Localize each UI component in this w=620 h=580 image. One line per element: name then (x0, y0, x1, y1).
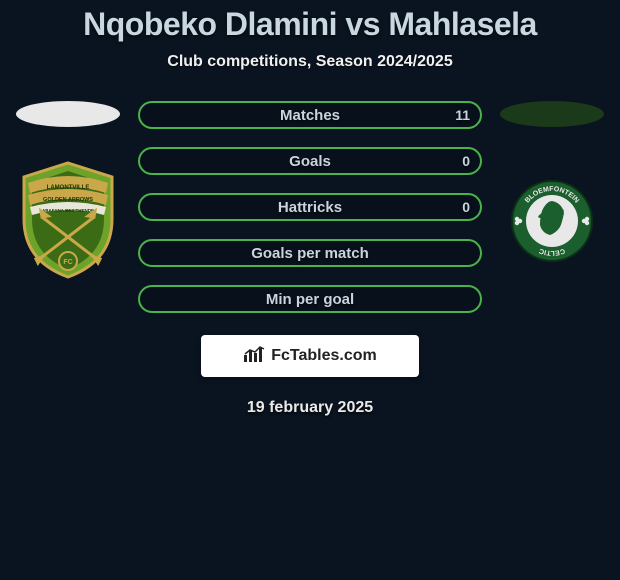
golden-arrows-icon: LAMONTVILLE GOLDEN ARROWS ABAFANA BES'TH… (18, 161, 118, 279)
stat-row-hattricks: Hattricks 0 (138, 193, 482, 221)
stat-label: Min per goal (266, 291, 354, 308)
stat-row-min-per-goal: Min per goal (138, 285, 482, 313)
stat-label: Hattricks (278, 199, 342, 216)
stat-label: Goals (289, 153, 331, 170)
right-club-crest: BLOEMFONTEIN CELTIC (502, 179, 602, 263)
stat-row-matches: Matches 11 (138, 101, 482, 129)
right-player-col: BLOEMFONTEIN CELTIC (500, 101, 604, 263)
page-title: Nqobeko Dlamini vs Mahlasela (0, 6, 620, 43)
page-subtitle: Club competitions, Season 2024/2025 (0, 53, 620, 71)
left-player-col: LAMONTVILLE GOLDEN ARROWS ABAFANA BES'TH… (16, 101, 120, 279)
watermark-text: FcTables.com (271, 347, 377, 365)
svg-text:ABAFANA BES'THENDE: ABAFANA BES'THENDE (42, 208, 94, 213)
stat-value-right: 11 (455, 107, 470, 123)
stat-row-goals: Goals 0 (138, 147, 482, 175)
stat-value-right: 0 (462, 153, 470, 169)
watermark: FcTables.com (201, 335, 419, 377)
comparison-row: LAMONTVILLE GOLDEN ARROWS ABAFANA BES'TH… (0, 101, 620, 313)
bloemfontein-celtic-icon: BLOEMFONTEIN CELTIC (510, 179, 594, 263)
svg-text:FC: FC (63, 259, 72, 266)
stats-column: Matches 11 Goals 0 Hattricks 0 Goals per… (138, 101, 482, 313)
stat-label: Goals per match (251, 245, 369, 262)
comparison-date: 19 february 2025 (0, 399, 620, 417)
chart-icon (243, 345, 265, 368)
left-overhead-ellipse (16, 101, 120, 127)
page-root: Nqobeko Dlamini vs Mahlasela Club compet… (0, 0, 620, 580)
stat-label: Matches (280, 107, 340, 124)
right-overhead-ellipse (500, 101, 604, 127)
left-club-crest: LAMONTVILLE GOLDEN ARROWS ABAFANA BES'TH… (18, 161, 118, 279)
stat-row-goals-per-match: Goals per match (138, 239, 482, 267)
stat-value-right: 0 (462, 199, 470, 215)
